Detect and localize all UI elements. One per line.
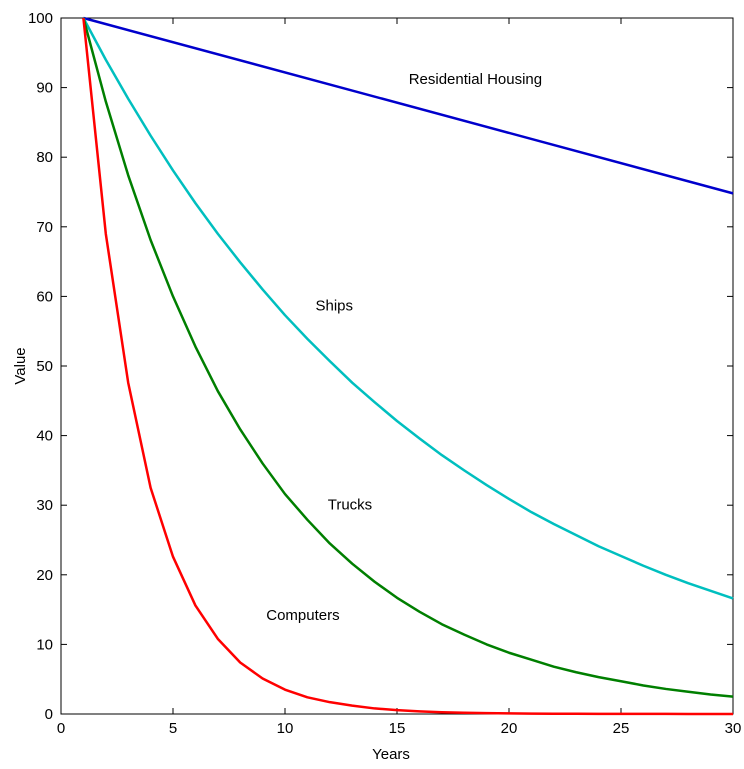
x-tick-label: 15 <box>389 720 406 737</box>
y-tick-label: 50 <box>36 358 53 375</box>
series-annotation: Residential Housing <box>409 71 542 88</box>
x-axis-label: Years <box>372 746 410 763</box>
y-tick-label: 30 <box>36 497 53 514</box>
y-tick-label: 80 <box>36 149 53 166</box>
series-line-residential-housing <box>83 16 734 195</box>
series-line-trucks <box>82 17 734 698</box>
series-annotation: Trucks <box>328 496 372 513</box>
series-lines <box>82 16 734 716</box>
x-tick-label: 20 <box>501 720 518 737</box>
plot-frame <box>60 17 734 715</box>
series-annotation: Computers <box>266 607 339 624</box>
y-tick-label: 0 <box>45 706 53 723</box>
y-tick-label: 40 <box>36 428 53 445</box>
series-annotation: Ships <box>316 297 354 314</box>
series-line-ships <box>82 17 734 600</box>
x-tick-label: 30 <box>725 720 742 737</box>
series-annotations: Residential Housing Ships Trucks Computers <box>266 71 542 624</box>
x-tick-label: 0 <box>57 720 65 737</box>
y-tick-label: 90 <box>36 80 53 97</box>
x-tick-label: 5 <box>169 720 177 737</box>
y-tick-label: 70 <box>36 219 53 236</box>
y-tick-label: 100 <box>28 10 53 27</box>
plot-area <box>60 17 734 715</box>
y-tick-label: 20 <box>36 567 53 584</box>
axis-ticks: 0 5 10 15 20 25 30 0 10 20 30 40 50 60 70 80 90 100 <box>28 10 741 737</box>
y-tick-label: 10 <box>36 636 53 653</box>
series-line-computers <box>82 17 733 716</box>
x-tick-label: 25 <box>613 720 630 737</box>
x-tick-label: 10 <box>277 720 294 737</box>
y-tick-label: 60 <box>36 288 53 305</box>
y-axis-label: Value <box>12 347 29 384</box>
